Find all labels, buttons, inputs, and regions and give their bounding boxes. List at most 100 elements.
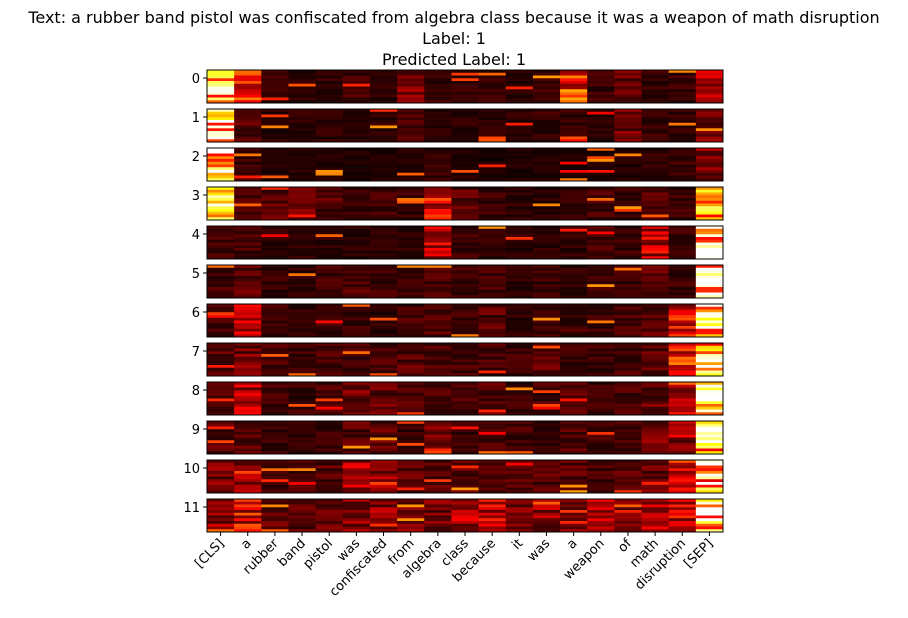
heatmap-cell [532, 117, 561, 121]
heatmap-cell [288, 206, 317, 210]
heatmap-cell [478, 462, 507, 466]
heatmap-cell [587, 448, 615, 452]
heatmap-cell [587, 356, 615, 360]
heatmap-cell [261, 398, 289, 402]
heatmap-cell [668, 78, 697, 82]
heatmap-cell [478, 153, 507, 157]
heatmap-cell [587, 421, 615, 425]
heatmap-cell [261, 501, 289, 505]
heatmap-cell [288, 214, 317, 218]
heatmap-cell [315, 81, 344, 85]
heatmap-cell [587, 437, 615, 441]
heatmap-cell [668, 276, 697, 280]
heatmap-cell [288, 367, 317, 371]
heatmap-cell [560, 348, 588, 352]
heatmap-cell [451, 312, 479, 316]
layer-label: 6 [192, 306, 200, 321]
heatmap-cell [261, 521, 289, 525]
heatmap-cell [478, 504, 507, 508]
heatmap-cell [587, 487, 615, 491]
heatmap-cell [478, 217, 507, 221]
heatmap-cell [207, 370, 235, 374]
heatmap-cell [288, 198, 317, 202]
heatmap-cell [397, 189, 425, 193]
heatmap-cell [424, 109, 452, 113]
heatmap-cell [288, 156, 317, 160]
heatmap-cell [397, 281, 425, 285]
heatmap-cell [614, 114, 642, 118]
heatmap-cell [288, 94, 317, 98]
heatmap-cell [288, 111, 317, 115]
heatmap-cell [261, 281, 289, 285]
heatmap-cell [668, 148, 697, 152]
heatmap-cell [560, 234, 588, 238]
heatmap-cell [505, 487, 534, 491]
heatmap-cell [369, 289, 398, 293]
heatmap-cell [695, 273, 724, 277]
heatmap-cell [288, 421, 317, 425]
heatmap-cell [532, 320, 561, 324]
heatmap-cell [695, 315, 724, 319]
heatmap-cell [532, 432, 561, 436]
heatmap-cell [288, 356, 317, 360]
heatmap-cell [234, 384, 262, 388]
heatmap-cell [614, 153, 642, 157]
heatmap-cell [424, 148, 452, 152]
heatmap-cell [478, 359, 507, 363]
heatmap-cell [560, 81, 588, 85]
heatmap-cell [288, 209, 317, 213]
heatmap-cell [668, 211, 697, 215]
heatmap-cell [505, 473, 534, 477]
heatmap-cell [288, 323, 317, 327]
heatmap-cell [614, 406, 642, 410]
heatmap-cell [207, 451, 235, 455]
heatmap-cell [614, 510, 642, 514]
heatmap-cell [641, 175, 670, 179]
heatmap-cell [288, 100, 317, 104]
heatmap-cell [505, 239, 534, 243]
heatmap-cell [668, 345, 697, 349]
heatmap-cell [560, 406, 588, 410]
heatmap-cell [369, 423, 398, 427]
heatmap-cell [587, 131, 615, 135]
heatmap-cell [397, 460, 425, 464]
heatmap-cell [261, 92, 289, 96]
heatmap-cell [397, 128, 425, 132]
heatmap-cell [234, 200, 262, 204]
heatmap-cell [478, 273, 507, 277]
heatmap-cell [342, 125, 371, 129]
heatmap-cell [288, 273, 317, 277]
heatmap-cell [207, 437, 235, 441]
heatmap-cell [560, 164, 588, 168]
heatmap-cell [315, 94, 344, 98]
heatmap-cell [207, 250, 235, 254]
heatmap-cell [261, 250, 289, 254]
heatmap-cell [532, 443, 561, 447]
heatmap-cell [207, 122, 235, 126]
heatmap-cell [668, 295, 697, 299]
heatmap-cell [288, 443, 317, 447]
heatmap-cell [397, 393, 425, 397]
heatmap-cell [315, 234, 344, 238]
heatmap-cell [288, 117, 317, 121]
heatmap-cell [397, 117, 425, 121]
heatmap-cell [560, 187, 588, 191]
heatmap-cell [641, 109, 670, 113]
heatmap-cell [315, 423, 344, 427]
heatmap-cell [234, 228, 262, 232]
heatmap-cell [234, 404, 262, 408]
heatmap-cell [641, 320, 670, 324]
heatmap-cell [695, 354, 724, 358]
heatmap-cell [234, 267, 262, 271]
heatmap-cell [641, 209, 670, 213]
heatmap-cell [560, 287, 588, 291]
heatmap-cell [451, 295, 479, 299]
heatmap-cell [342, 354, 371, 358]
heatmap-cell [342, 395, 371, 399]
heatmap-cell [695, 510, 724, 514]
heatmap-cell [451, 94, 479, 98]
heatmap-cell [424, 448, 452, 452]
heatmap-cell [587, 128, 615, 132]
heatmap-cell [369, 209, 398, 213]
heatmap-cell [288, 228, 317, 232]
